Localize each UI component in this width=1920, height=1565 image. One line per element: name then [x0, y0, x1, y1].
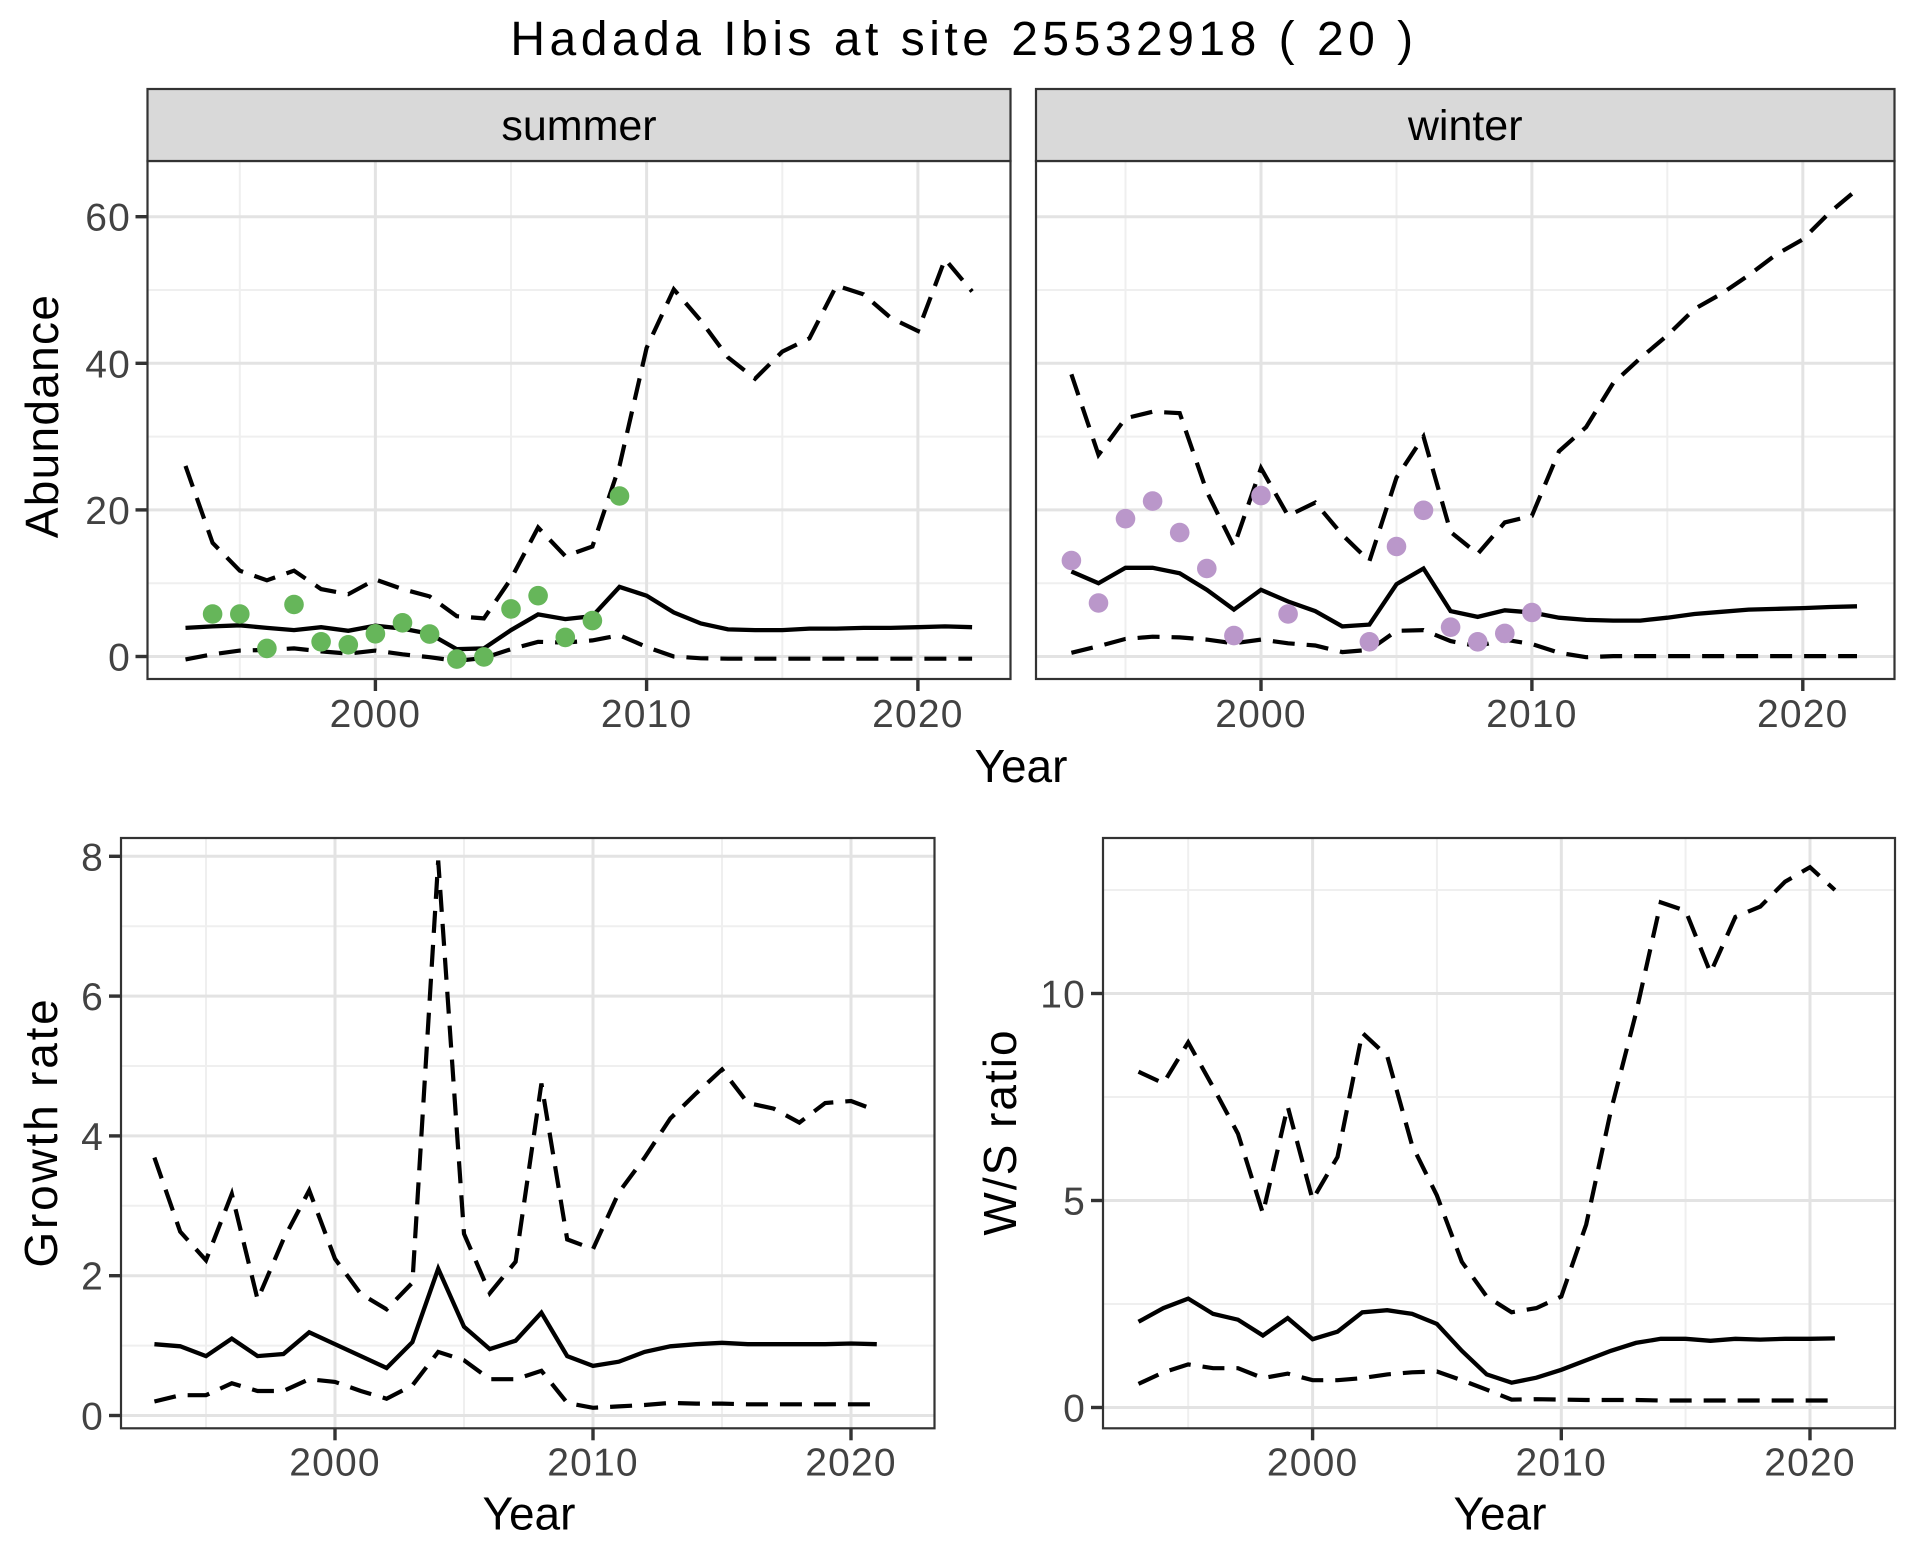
svg-text:2020: 2020 [1757, 693, 1849, 736]
svg-text:winter: winter [1407, 102, 1523, 150]
svg-text:2020: 2020 [872, 693, 964, 736]
svg-text:60: 60 [85, 197, 131, 240]
svg-text:Growth rate: Growth rate [15, 996, 67, 1267]
svg-text:Year: Year [975, 740, 1068, 792]
svg-text:Abundance: Abundance [16, 294, 68, 538]
svg-text:6: 6 [81, 976, 104, 1019]
svg-text:2000: 2000 [289, 1442, 381, 1485]
svg-text:2020: 2020 [805, 1442, 897, 1485]
svg-text:0: 0 [81, 1396, 104, 1439]
svg-text:2010: 2010 [1486, 693, 1578, 736]
svg-text:4: 4 [81, 1116, 104, 1159]
svg-text:0: 0 [108, 637, 131, 680]
svg-text:20: 20 [85, 490, 131, 533]
svg-text:summer: summer [501, 102, 656, 150]
svg-text:5: 5 [1063, 1181, 1086, 1224]
svg-text:40: 40 [85, 343, 131, 386]
svg-text:2020: 2020 [1764, 1442, 1856, 1485]
svg-text:2: 2 [81, 1256, 104, 1299]
svg-text:2010: 2010 [601, 693, 693, 736]
svg-text:8: 8 [81, 836, 104, 879]
svg-text:2010: 2010 [1516, 1442, 1608, 1485]
svg-text:2000: 2000 [330, 693, 422, 736]
svg-text:0: 0 [1063, 1388, 1086, 1431]
svg-text:Year: Year [483, 1488, 576, 1540]
svg-text:W/S ratio: W/S ratio [974, 1028, 1026, 1235]
svg-text:2010: 2010 [547, 1442, 639, 1485]
svg-text:10: 10 [1040, 974, 1086, 1017]
svg-text:Year: Year [1454, 1488, 1547, 1540]
svg-text:Hadada Ibis at site 25532918 (: Hadada Ibis at site 25532918 ( 20 ) [510, 13, 1417, 66]
svg-text:2000: 2000 [1267, 1442, 1359, 1485]
svg-text:2000: 2000 [1215, 693, 1307, 736]
